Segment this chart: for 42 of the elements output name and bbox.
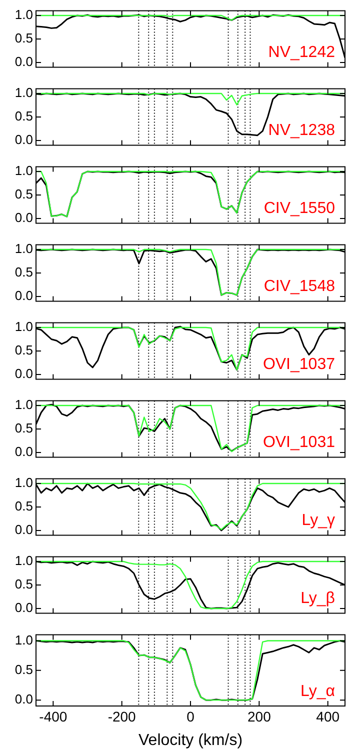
y-tick-label: 1.0 bbox=[14, 85, 33, 100]
y-tick-label: 0.5 bbox=[14, 342, 33, 358]
y-tick-label: 0.5 bbox=[14, 264, 33, 280]
y-tick-label: 0.0 bbox=[14, 54, 33, 70]
annotation: Ly_γ bbox=[302, 512, 335, 530]
annotation: CIV_1548 bbox=[264, 278, 336, 296]
y-tick-label: 1.0 bbox=[14, 397, 33, 412]
annotation: NV_1238 bbox=[268, 122, 336, 140]
y-tick-label: 0.0 bbox=[14, 600, 33, 616]
y-tick-label: 1.0 bbox=[14, 553, 33, 568]
x-tick-label: 400 bbox=[316, 708, 340, 724]
y-tick-label: 1.0 bbox=[14, 319, 33, 334]
annotation: Ly_β bbox=[300, 590, 335, 608]
annotation: OVI_1031 bbox=[262, 434, 336, 452]
y-tick-label: 0.5 bbox=[14, 186, 33, 202]
y-tick-label: 0.0 bbox=[14, 288, 33, 304]
x-tick-label: -400 bbox=[39, 708, 68, 724]
y-tick-label: 0.5 bbox=[14, 576, 33, 592]
annotation: Ly_α bbox=[300, 683, 335, 700]
y-tick-label: 0.0 bbox=[14, 366, 33, 382]
y-tick-label: 1.0 bbox=[14, 475, 33, 490]
x-tick-label: -200 bbox=[108, 708, 136, 724]
y-tick-label: 0.5 bbox=[14, 498, 33, 514]
y-tick-label: 0.5 bbox=[14, 662, 33, 677]
y-tick-label: 1.0 bbox=[14, 241, 33, 256]
y-tick-label: 0.0 bbox=[14, 132, 33, 148]
annotation: NV_1242 bbox=[268, 44, 336, 62]
y-tick-label: 0.5 bbox=[14, 30, 33, 46]
y-tick-label: 0.5 bbox=[14, 420, 33, 436]
annotation: CIV_1550 bbox=[264, 200, 336, 218]
annotation: OVI_1037 bbox=[262, 356, 336, 374]
y-tick-label: 0.0 bbox=[14, 692, 33, 707]
x-tick-label: 200 bbox=[247, 708, 272, 724]
y-tick-label: 0.5 bbox=[14, 108, 33, 124]
y-tick-label: 1.0 bbox=[14, 163, 33, 178]
y-tick-label: 0.0 bbox=[14, 210, 33, 226]
x-tick-label: 0 bbox=[186, 708, 195, 724]
x-axis-title: Velocity (km/s) bbox=[138, 732, 243, 749]
y-tick-label: 1.0 bbox=[14, 7, 33, 22]
y-tick-label: 0.0 bbox=[14, 444, 33, 460]
y-tick-label: 0.0 bbox=[14, 522, 33, 538]
y-tick-label: 1.0 bbox=[14, 632, 33, 648]
